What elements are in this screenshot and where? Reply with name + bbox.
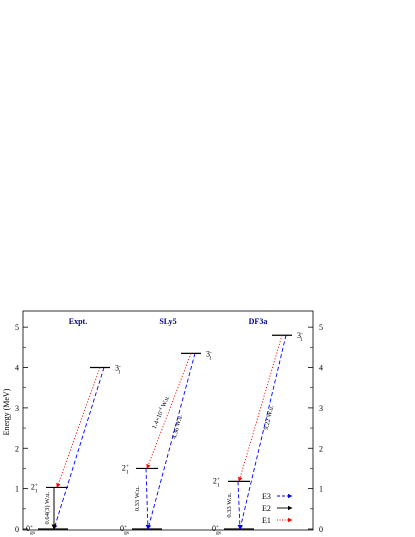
e3-transition [238,335,287,530]
tick-label-left: 5 [15,323,19,332]
level-label-ground: 0+ gs [120,524,129,536]
level-label-3minus: 3-1 [115,364,121,376]
panel-1: SLy5 0+ gs 2+ 1 3-1 0.33 W.u. 4.36 W.u.1.4×10-4… [120,317,212,536]
e3-value-label: 4.36 W.u. [171,413,184,439]
e3-value-label: 9.22 W.u. [263,404,276,430]
tick-label-left: 2 [15,444,19,453]
tick-label-right: 3 [319,404,323,413]
tick-label-right: 0 [319,525,323,534]
level-label-3minus: 3-1 [297,331,303,343]
e1-transition [146,353,192,469]
tick-label-left: 0 [15,525,19,534]
level-label-2plus: 2+ 1 [122,463,129,475]
e2-transition [237,481,243,530]
e1-transition [237,335,283,482]
tick-label-right: 1 [319,485,323,494]
tick-label-right: 5 [319,323,323,332]
legend-label-e3: E3 [262,492,271,501]
e2-value-label: 0.33 W.u. [134,486,141,511]
e2-value-label: 0.64(3) W.u. [44,492,51,525]
e1-value-label: 1.4×10-4 W.u. [150,394,172,430]
legend: E3 E2 E1 [262,492,293,525]
tick-label-right: 2 [319,444,323,453]
tick-label-left: 3 [15,404,19,413]
panel-title: DF3a [249,317,268,326]
level-label-2plus: 2+ 1 [213,476,220,488]
legend-label-e2: E2 [262,504,271,513]
tick-label-left: 1 [15,485,19,494]
panel-2: DF3a 0+ gs 2+ 1 3-1 0.33 W.u. 9.22 W.u. [212,317,303,536]
legend-label-e1: E1 [262,516,271,525]
e2-transition [145,468,151,530]
tick-label-left: 4 [15,364,19,373]
y-axis-label: Energy (MeV) [2,388,11,435]
level-label-3minus: 3-1 [206,349,212,361]
e1-transition [56,367,101,488]
level-label-ground: 0+ gs [212,524,221,536]
panel-0: Expt. 0+ gs 2+ 1 3-1 0.64(3) W.u. [26,317,121,536]
level-label-2plus: 2+ 1 [31,482,38,494]
e3-transition [146,353,196,530]
y-axis-ticks: 0 0 1 1 2 2 3 3 4 4 5 5 [15,323,323,534]
e3-transition [53,367,105,530]
e2-value-label: 0.33 W.u. [226,492,233,517]
tick-label-right: 4 [319,364,323,373]
panel-title: Expt. [69,317,87,326]
plot-frame [22,310,314,531]
level-label-ground: 0+ gs [26,524,35,536]
panel-title: SLy5 [159,317,176,326]
